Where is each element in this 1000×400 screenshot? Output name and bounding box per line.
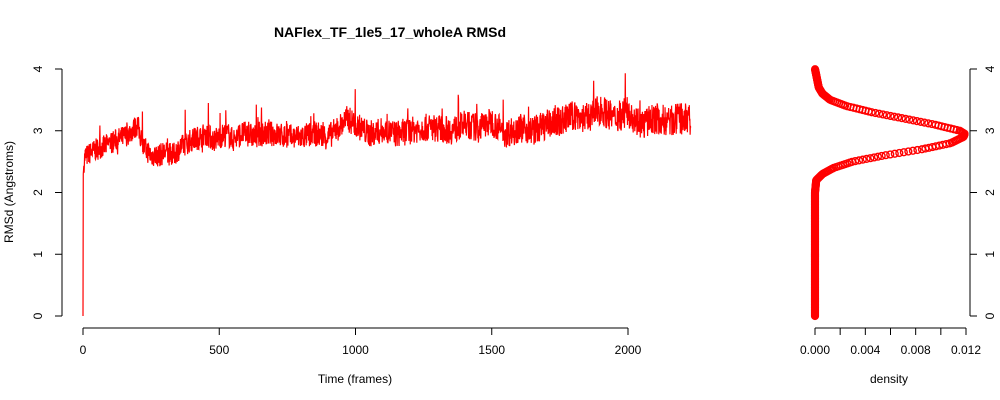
density-point (931, 120, 940, 129)
density-point (924, 119, 933, 128)
density-point (909, 116, 918, 125)
x-tick-label: 2000 (615, 343, 642, 357)
density-point (881, 151, 890, 160)
density-x-tick-label: 0.000 (800, 343, 830, 357)
density-y-tick-label: 2 (983, 189, 997, 196)
density-point (886, 150, 895, 159)
density-x-tick-label: 0.012 (951, 343, 981, 357)
x-tick-label: 1500 (478, 343, 505, 357)
rmsd-series-line (82, 73, 692, 317)
density-point (908, 146, 918, 155)
density-point (870, 153, 879, 162)
density-point (875, 109, 884, 118)
density-point (858, 155, 867, 164)
density-y-tick-label: 3 (983, 127, 997, 134)
density-point (854, 156, 864, 165)
density-point (927, 119, 937, 129)
density-point (899, 148, 908, 157)
y-tick-label: 3 (31, 127, 45, 134)
density-point (904, 147, 913, 156)
x-tick-label: 0 (80, 343, 87, 357)
density-y-tick-label: 4 (983, 65, 997, 72)
chart-title: NAFlex_TF_1le5_17_wholeA RMSd (274, 24, 506, 40)
density-point (895, 148, 904, 158)
density-point (905, 115, 914, 124)
density-point (916, 117, 925, 126)
density-point (877, 151, 886, 161)
density-point (942, 139, 951, 149)
density-point (901, 114, 910, 123)
x-axis-label: Time (frames) (318, 372, 392, 386)
density-y-tick-label: 0 (983, 312, 997, 319)
density-point (890, 149, 899, 158)
density-point (810, 65, 820, 74)
x-tick-label: 500 (209, 343, 229, 357)
y-tick-label: 4 (31, 65, 45, 72)
density-point (913, 145, 922, 155)
density-point (886, 111, 895, 121)
density-point (866, 154, 875, 163)
density-x-axis-label: density (870, 372, 908, 386)
density-point (862, 154, 871, 164)
density-point (873, 152, 883, 161)
y-tick-label: 0 (31, 312, 45, 319)
density-point (920, 118, 929, 127)
density-point (912, 117, 922, 126)
density-point (851, 157, 860, 166)
density-point (893, 113, 903, 122)
y-tick-label: 1 (31, 251, 45, 258)
x-tick-label: 1000 (342, 343, 369, 357)
density-point (878, 110, 888, 119)
density-point (882, 111, 891, 120)
density-y-tick-label: 1 (983, 251, 997, 258)
y-axis-label: RMSd (Angstroms) (2, 141, 16, 243)
density-x-tick-label: 0.004 (850, 343, 880, 357)
density-point (890, 112, 899, 121)
density-x-tick-label: 0.008 (901, 343, 931, 357)
y-tick-label: 2 (31, 189, 45, 196)
density-point (897, 114, 906, 123)
